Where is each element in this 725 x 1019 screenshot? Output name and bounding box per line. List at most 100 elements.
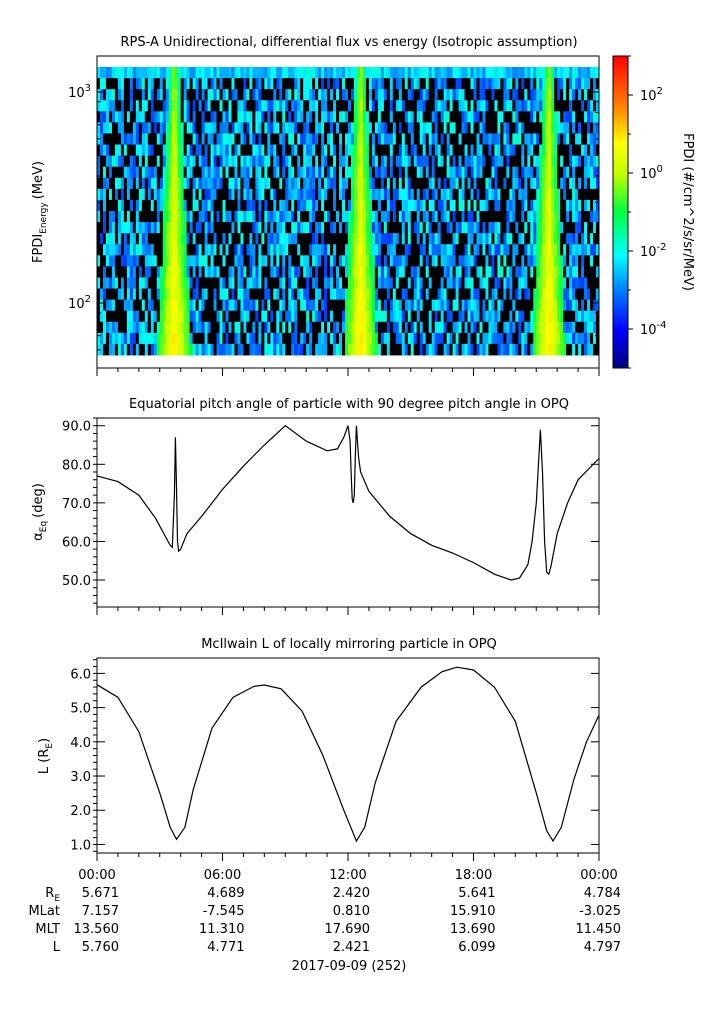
heatmap-cell [545,133,549,145]
heatmap-cell [518,89,522,101]
heatmap-cell [273,67,277,79]
heatmap-cell [138,199,143,212]
heatmap-cell [581,144,585,157]
heatmap-cell [551,133,555,145]
heatmap-cell [147,177,152,190]
spectrogram-y-label: FPDIEnergy(MeV) [31,161,49,263]
heatmap-cell [150,332,155,345]
heatmap-cell [569,277,573,289]
heatmap-cell [356,166,361,179]
heatmap-cell [365,199,370,212]
heatmap-cell [333,244,337,256]
heatmap-cell [422,343,427,356]
heatmap-cell [297,67,301,79]
heatmap-cell [138,255,143,267]
heatmap-cell [306,188,310,201]
heatmap-cell [530,188,534,201]
heatmap-cell [159,299,164,312]
heatmap-cell [494,166,498,179]
heatmap-cell [213,299,217,312]
heatmap-cell [482,133,486,145]
heatmap-cell [452,299,456,312]
heatmap-cell [383,188,388,201]
heatmap-cell [186,199,191,212]
heatmap-cell [458,343,462,356]
heatmap-cell [464,288,468,301]
heatmap-cell [237,332,241,345]
heatmap-cell [267,100,271,112]
heatmap-cell [392,310,397,323]
heatmap-cell [114,211,119,223]
heatmap-cell [452,177,456,190]
heatmap-cell [584,321,588,334]
heatmap-cell [306,211,310,223]
heatmap-cell [443,188,448,201]
heatmap-cell [548,233,552,245]
heatmap-cell [174,188,179,201]
heatmap-cell [554,222,558,234]
heatmap-cell [159,332,164,345]
heatmap-cell [177,67,182,79]
heatmap-cell [473,288,477,301]
spectrogram-title: RPS-A Unidirectional, differential flux … [120,35,577,50]
heatmap-cell [147,244,152,256]
heatmap-cell [162,244,167,256]
heatmap-cell [252,332,256,345]
heatmap-cell [536,277,540,289]
heatmap-cell [234,310,238,323]
heatmap-cell [291,299,295,312]
heatmap-cell [476,100,480,112]
heatmap-cell [389,321,394,334]
heatmap-cell [503,100,507,112]
heatmap-cell [596,288,600,301]
heatmap-cell [467,277,471,289]
heatmap-cell [374,244,379,256]
heatmap-cell [231,144,235,157]
heatmap-cell [506,67,510,79]
heatmap-cell [446,199,450,212]
heatmap-cell [171,199,176,212]
heatmap-cell [330,266,334,278]
heatmap-cell [141,155,146,168]
heatmap-cell [395,211,400,223]
heatmap-cell [339,89,343,101]
heatmap-cell [590,244,594,256]
heatmap-cell [362,288,367,301]
heatmap-cell [183,277,188,289]
heatmap-cell [476,321,480,334]
heatmap-cell [189,122,194,134]
heatmap-cell [192,67,197,79]
heatmap-cell [198,133,202,145]
heatmap-cell [294,277,298,289]
heatmap-cell [183,266,188,278]
heatmap-cell [371,144,376,157]
heatmap-cell [419,155,424,168]
heatmap-cell [246,111,250,123]
heatmap-cell [452,122,456,134]
heatmap-cell [419,166,424,179]
heatmap-cell [350,122,355,134]
heatmap-cell [398,166,403,179]
heatmap-cell [491,199,495,212]
heatmap-cell [389,332,394,345]
heatmap-cell [135,222,140,234]
heatmap-cell [485,155,489,168]
heatmap-cell [359,188,364,201]
heatmap-cell [452,133,456,145]
heatmap-cell [500,310,504,323]
heatmap-cell [282,144,286,157]
heatmap-cell [542,78,546,90]
heatmap-cell [470,199,474,212]
heatmap-cell [126,122,131,134]
heatmap-cell [554,100,558,112]
colorbar-tick-label: 100 [640,164,663,182]
heatmap-cell [285,321,289,334]
heatmap-cell [300,144,304,157]
pitch-angle-series-line [96,424,600,581]
heatmap-cell [431,177,436,190]
heatmap-cell [530,133,534,145]
heatmap-cell [428,133,433,145]
heatmap-cell [431,332,436,345]
heatmap-cell [593,122,597,134]
y-tick-label: 6.0 [70,667,91,682]
